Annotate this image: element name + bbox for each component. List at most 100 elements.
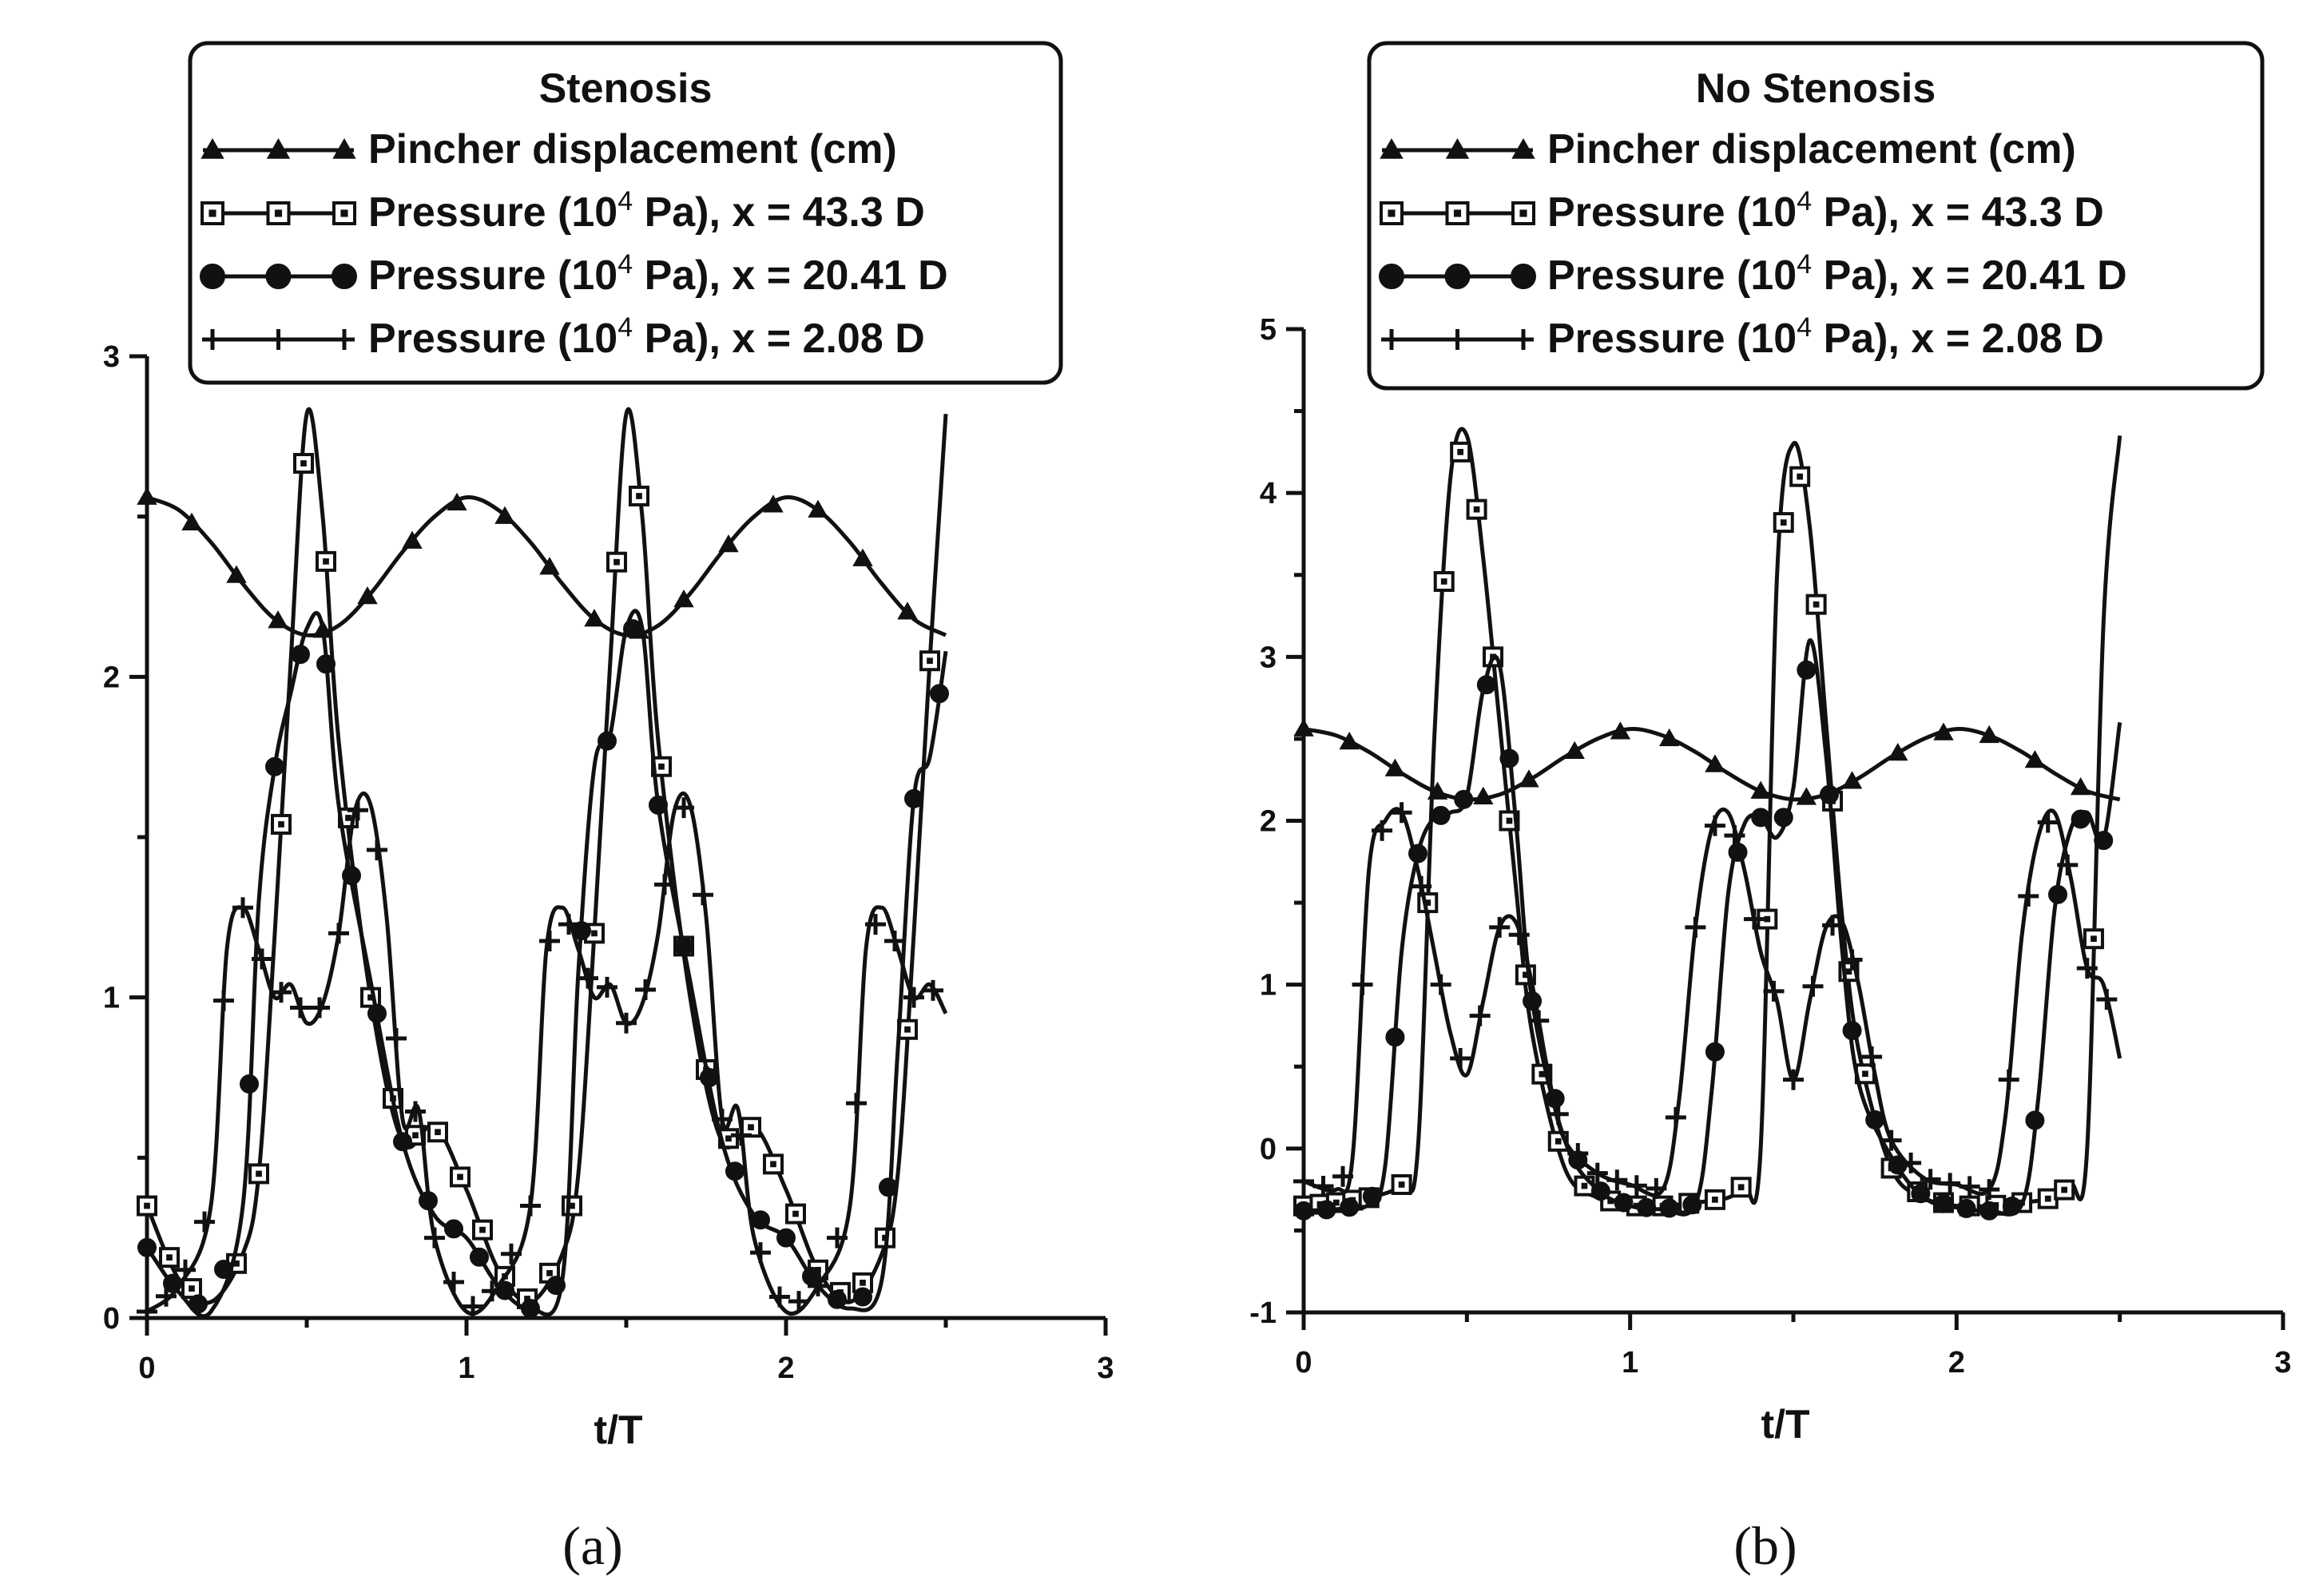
data-point-triangle	[1933, 722, 1954, 740]
legend-label: Pressure (104 Pa), x = 2.08 D	[1547, 312, 2104, 362]
data-point-square-center	[1440, 578, 1447, 585]
data-point-square-center	[345, 815, 351, 821]
panel-label: (a)	[562, 1515, 622, 1576]
legend-label-main: Pressure (10	[1547, 252, 1797, 299]
series-line-plus	[1303, 807, 2122, 1197]
legend-marker-plus	[1447, 329, 1468, 350]
data-point-plus	[673, 797, 694, 819]
data-point-plus	[1352, 974, 1373, 995]
legend-label-rest: Pa), x = 43.3 D	[633, 189, 925, 236]
legend-marker-square-center	[1388, 209, 1396, 217]
data-point-plus	[290, 997, 311, 1018]
data-point-triangle	[181, 512, 202, 530]
legend-label: Pressure (104 Pa), x = 43.3 D	[1547, 186, 2104, 236]
series-triangle	[137, 486, 947, 639]
legend-label-main: Pressure (10	[368, 252, 617, 299]
data-point-plus	[616, 1012, 637, 1034]
data-point-triangle	[763, 494, 784, 513]
legend-marker-triangle	[332, 137, 356, 159]
data-point-circle	[1773, 808, 1793, 828]
data-point-circle	[1316, 1200, 1336, 1220]
data-point-plus	[367, 840, 387, 861]
data-point-triangle	[897, 601, 918, 620]
data-point-square-center	[2091, 935, 2097, 943]
data-point-plus	[1606, 1169, 1628, 1191]
series-plus	[1293, 802, 2122, 1201]
data-point-square-center	[725, 1135, 732, 1142]
legend-title: Stenosis	[539, 66, 713, 112]
data-point-circle	[444, 1219, 463, 1239]
legend-marker-square-center	[340, 209, 348, 217]
data-point-circle	[393, 1132, 412, 1152]
data-point-square-center	[1506, 817, 1513, 824]
data-point-circle	[1614, 1193, 1634, 1213]
data-point-plus	[923, 979, 943, 1001]
data-point-circle	[1590, 1181, 1610, 1201]
legend-label-superscript: 4	[617, 249, 633, 280]
legend-label: Pressure (104 Pa), x = 20.41 D	[368, 249, 948, 299]
legend-marker-plus	[334, 329, 355, 350]
data-point-plus	[1586, 1162, 1608, 1184]
data-point-circle	[1956, 1198, 1976, 1218]
data-point-circle	[598, 731, 617, 751]
data-point-plus	[1979, 1179, 2000, 1201]
data-point-square-center	[435, 1129, 441, 1136]
data-point-square-center	[278, 821, 284, 828]
data-point-square-center	[256, 1170, 262, 1177]
data-point-square-center	[300, 460, 307, 466]
legend-marker-plus	[268, 329, 289, 350]
data-point-circle	[1362, 1186, 1382, 1206]
legend-label-main: Pressure (10	[1547, 316, 1797, 362]
data-point-triangle	[1841, 771, 1863, 789]
legend-label-superscript: 4	[1797, 249, 1812, 280]
data-point-plus	[712, 1109, 733, 1130]
y-tick-label: 1	[1260, 969, 1277, 1002]
data-point-plus	[2018, 885, 2039, 907]
y-tick-label: 3	[1260, 641, 1277, 674]
data-point-plus	[1469, 1005, 1491, 1026]
data-point-square-center	[412, 1132, 419, 1139]
data-point-square-center	[166, 1254, 173, 1261]
data-point-triangle	[539, 557, 560, 575]
data-point-triangle	[494, 506, 515, 524]
data-point-plus	[347, 800, 368, 821]
legend-label-superscript: 4	[1797, 312, 1812, 343]
data-point-plus	[808, 1275, 828, 1296]
legend: No Stenosis Pincher displacement (cm) Pres…	[1367, 41, 2265, 391]
data-point-circle	[853, 1287, 872, 1307]
x-tick-label: 3	[2274, 1346, 2291, 1380]
legend-marker-triangle	[266, 137, 291, 159]
data-point-square-center	[189, 1285, 195, 1292]
data-point-circle	[2048, 884, 2068, 904]
data-point-square-center	[479, 1226, 486, 1233]
y-tick-label: 1	[103, 982, 120, 1015]
data-point-plus	[137, 1300, 157, 1322]
data-point-plus	[1372, 820, 1393, 841]
data-point-plus	[482, 1280, 502, 1302]
y-tick-label: 4	[1260, 477, 1277, 510]
data-point-plus	[252, 948, 272, 970]
data-point-circle	[189, 1294, 208, 1314]
data-point-circle	[291, 645, 310, 665]
y-tick-label: 0	[103, 1302, 120, 1336]
data-point-triangle	[2024, 749, 2046, 768]
data-point-plus	[213, 990, 234, 1011]
data-point-plus	[232, 897, 253, 919]
data-point-triangle	[402, 530, 423, 549]
legend-marker-square-center	[1453, 209, 1462, 217]
legend-marker-circle	[1511, 264, 1536, 289]
data-point-plus	[156, 1285, 177, 1307]
data-point-plus	[1685, 916, 1706, 938]
series-plus	[137, 792, 948, 1322]
data-point-triangle	[1888, 742, 1908, 761]
data-point-plus	[405, 1101, 426, 1122]
legend-marker-circle	[1379, 264, 1404, 289]
data-point-plus	[1547, 1103, 1569, 1125]
data-point-plus	[443, 1272, 464, 1293]
data-point-plus	[463, 1296, 483, 1317]
data-point-square-center	[1539, 1070, 1546, 1078]
data-point-square-center	[1473, 506, 1480, 513]
data-point-triangle	[226, 565, 247, 583]
series-circle	[137, 609, 949, 1319]
